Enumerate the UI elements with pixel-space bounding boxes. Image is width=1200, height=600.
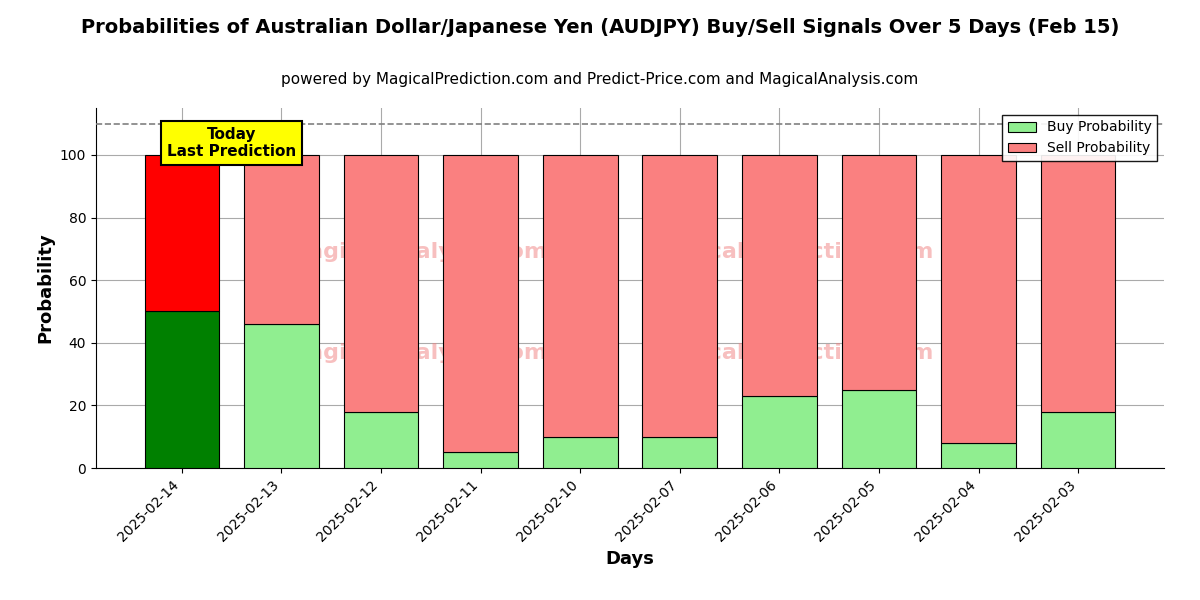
Text: Probabilities of Australian Dollar/Japanese Yen (AUDJPY) Buy/Sell Signals Over 5: Probabilities of Australian Dollar/Japan… [80, 18, 1120, 37]
Bar [244, 155, 319, 324]
Legend: Buy Probability, Sell Probability: Buy Probability, Sell Probability [1002, 115, 1157, 161]
Text: MagicalPrediction.com: MagicalPrediction.com [648, 343, 932, 363]
Bar [542, 437, 618, 468]
Bar [1040, 412, 1116, 468]
Bar [642, 437, 718, 468]
Text: Today
Last Prediction: Today Last Prediction [167, 127, 296, 159]
Bar [443, 452, 518, 468]
Bar [244, 324, 319, 468]
Text: powered by MagicalPrediction.com and Predict-Price.com and MagicalAnalysis.com: powered by MagicalPrediction.com and Pre… [281, 72, 919, 87]
Bar [343, 155, 419, 412]
Bar [941, 155, 1016, 443]
Bar [841, 390, 917, 468]
Bar [144, 311, 220, 468]
Bar [642, 155, 718, 437]
X-axis label: Days: Days [606, 550, 654, 568]
Bar [841, 155, 917, 390]
Text: MagicalAnalysis.com: MagicalAnalysis.com [286, 343, 547, 363]
Bar [542, 155, 618, 437]
Y-axis label: Probability: Probability [36, 233, 54, 343]
Bar [742, 396, 817, 468]
Bar [941, 443, 1016, 468]
Text: MagicalPrediction.com: MagicalPrediction.com [648, 242, 932, 262]
Bar [144, 155, 220, 311]
Bar [1040, 155, 1116, 412]
Bar [742, 155, 817, 396]
Text: MagicalAnalysis.com: MagicalAnalysis.com [286, 242, 547, 262]
Bar [343, 412, 419, 468]
Bar [443, 155, 518, 452]
